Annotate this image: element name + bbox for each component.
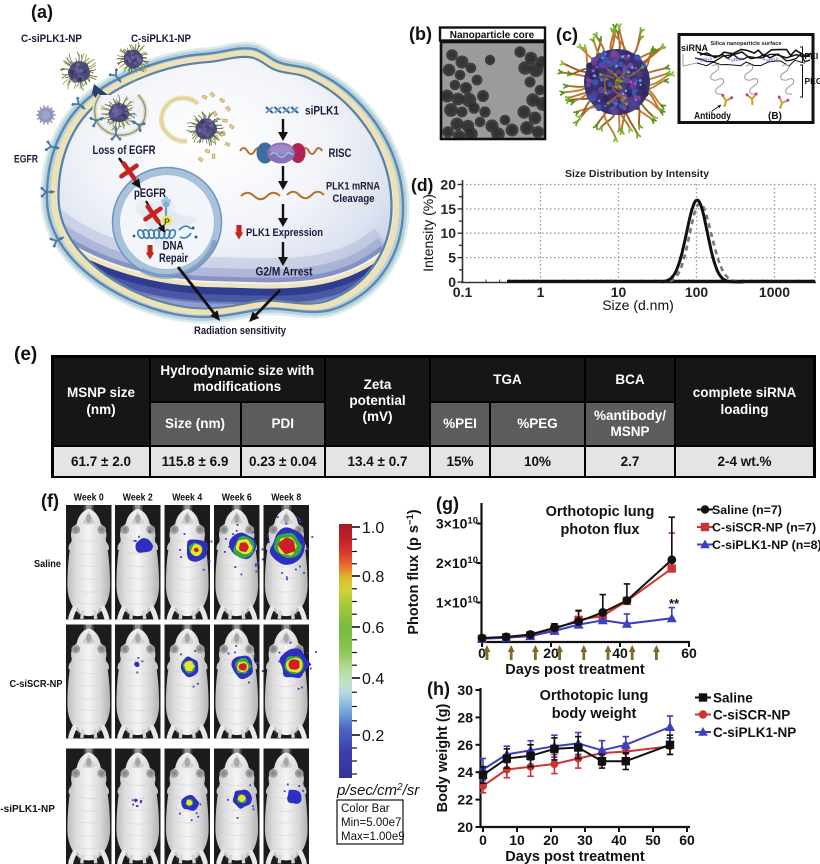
svg-text:C-siPLK1-NP: C-siPLK1-NP <box>713 725 796 740</box>
svg-text:1000: 1000 <box>759 284 790 300</box>
svg-text:body weight: body weight <box>552 706 637 722</box>
svg-text:1×1010: 1×1010 <box>436 594 478 611</box>
svg-text:2×1010: 2×1010 <box>436 555 478 572</box>
svg-text:(c): (c) <box>556 25 578 45</box>
svg-text:5: 5 <box>448 250 456 266</box>
svg-text:(f): (f) <box>41 491 59 511</box>
svg-text:(g): (g) <box>436 494 459 514</box>
svg-text:(a): (a) <box>31 2 53 22</box>
svg-text:Antibody: Antibody <box>694 111 731 122</box>
svg-text:10: 10 <box>440 225 456 241</box>
svg-text:Photon flux (p s−1): Photon flux (p s−1) <box>405 509 423 634</box>
svg-text:60: 60 <box>681 645 697 661</box>
svg-text:10: 10 <box>611 284 627 300</box>
svg-text:Days post treatment: Days post treatment <box>505 662 645 678</box>
svg-text:PLK1 mRNA: PLK1 mRNA <box>326 181 380 193</box>
svg-text:40: 40 <box>612 645 628 661</box>
svg-text:DNA: DNA <box>163 241 184 253</box>
svg-text:60: 60 <box>679 832 695 848</box>
svg-text:Saline (n=7): Saline (n=7) <box>712 503 782 517</box>
svg-text:Max=1.00e9: Max=1.00e9 <box>341 831 405 843</box>
svg-text:Week 8: Week 8 <box>271 492 301 504</box>
svg-text:Week 6: Week 6 <box>222 492 252 504</box>
svg-text:0.4: 0.4 <box>362 671 384 688</box>
svg-text:RISC: RISC <box>329 148 352 160</box>
svg-text:photon flux: photon flux <box>561 522 640 538</box>
svg-text:10: 10 <box>509 832 525 848</box>
svg-text:p/sec/cm2/sr: p/sec/cm2/sr <box>336 782 420 800</box>
svg-text:PEG: PEG <box>805 76 820 86</box>
svg-text:C-siPLK1-NP: C-siPLK1-NP <box>21 33 82 45</box>
svg-text:Size (d.nm): Size (d.nm) <box>602 297 674 313</box>
svg-text:EGFR: EGFR <box>14 154 38 166</box>
svg-text:**: ** <box>669 596 680 611</box>
svg-text:1: 1 <box>537 284 545 300</box>
svg-text:(b): (b) <box>409 24 432 44</box>
svg-text:Radiation sensitivity: Radiation sensitivity <box>194 325 287 337</box>
svg-text:PEI: PEI <box>805 51 819 61</box>
svg-text:20: 20 <box>440 177 456 193</box>
svg-text:24: 24 <box>457 764 473 780</box>
svg-text:Cleavage: Cleavage <box>333 193 375 205</box>
svg-text:Week 0: Week 0 <box>74 492 104 504</box>
svg-text:0.2: 0.2 <box>362 728 384 745</box>
svg-text:Loss of EGFR: Loss of EGFR <box>93 145 157 157</box>
svg-text:20: 20 <box>543 645 559 661</box>
svg-text:0.6: 0.6 <box>362 620 384 637</box>
svg-text:30: 30 <box>457 682 473 698</box>
svg-text:P: P <box>164 217 170 227</box>
svg-text:26: 26 <box>457 737 473 753</box>
svg-text:Silica nanoparticle surface: Silica nanoparticle surface <box>711 41 782 47</box>
svg-text:pEGFR: pEGFR <box>134 188 167 200</box>
svg-text:(d): (d) <box>411 175 433 195</box>
svg-text:0: 0 <box>478 645 486 661</box>
svg-text:22: 22 <box>457 792 473 808</box>
svg-text:Size Distribution by Intensity: Size Distribution by Intensity <box>565 168 709 180</box>
svg-text:40: 40 <box>611 832 627 848</box>
svg-text:siRNA: siRNA <box>699 56 712 63</box>
svg-text:(h): (h) <box>427 679 450 699</box>
svg-text:1.0: 1.0 <box>362 520 384 537</box>
svg-text:Body weight (g): Body weight (g) <box>435 703 451 812</box>
svg-text:15: 15 <box>440 201 456 217</box>
svg-text:Saline: Saline <box>713 691 753 706</box>
svg-text:G2/M Arrest: G2/M Arrest <box>256 267 313 279</box>
svg-text:siRNA: siRNA <box>765 56 778 63</box>
svg-text:Color Bar: Color Bar <box>341 803 390 815</box>
svg-text:C-siPLK1-NP: C-siPLK1-NP <box>131 33 191 45</box>
svg-text:30: 30 <box>577 832 593 848</box>
svg-text:Week 4: Week 4 <box>172 492 202 504</box>
svg-text:Min=5.00e7: Min=5.00e7 <box>341 817 401 829</box>
svg-text:Orthotopic lung: Orthotopic lung <box>546 504 655 520</box>
svg-text:0: 0 <box>448 274 456 290</box>
svg-text:C-siSCR-NP: C-siSCR-NP <box>10 679 63 690</box>
svg-text:Repair: Repair <box>159 253 188 265</box>
svg-text:0.8: 0.8 <box>362 569 384 586</box>
svg-text:Orthotopic lung: Orthotopic lung <box>540 688 649 704</box>
svg-text:C-siSCR-NP (n=7): C-siSCR-NP (n=7) <box>712 521 816 535</box>
svg-text:(B): (B) <box>768 111 782 122</box>
svg-text:Days post treatment: Days post treatment <box>505 849 645 864</box>
svg-text:50: 50 <box>645 832 661 848</box>
svg-text:Nanoparticle core: Nanoparticle core <box>450 30 535 41</box>
svg-text:0: 0 <box>479 832 487 848</box>
svg-text:100: 100 <box>685 284 709 300</box>
svg-text:Intensity (%): Intensity (%) <box>420 194 436 272</box>
svg-text:C-siPLK1-NP: C-siPLK1-NP <box>0 804 55 815</box>
svg-text:0.1: 0.1 <box>453 284 473 300</box>
svg-text:Saline: Saline <box>34 559 61 570</box>
svg-text:Week 2: Week 2 <box>123 492 153 504</box>
svg-text:C-siPLK1-NP (n=8): C-siPLK1-NP (n=8) <box>712 538 820 552</box>
svg-text:20: 20 <box>457 819 473 835</box>
svg-text:PLK1 Expression: PLK1 Expression <box>246 227 323 239</box>
svg-text:siRNA: siRNA <box>681 43 709 53</box>
svg-text:3×1010: 3×1010 <box>436 515 478 532</box>
svg-text:siRNA: siRNA <box>730 56 743 63</box>
svg-text:siPLK1: siPLK1 <box>305 106 340 118</box>
svg-text:20: 20 <box>543 832 559 848</box>
svg-text:28: 28 <box>457 709 473 725</box>
svg-text:C-siSCR-NP: C-siSCR-NP <box>713 708 790 723</box>
